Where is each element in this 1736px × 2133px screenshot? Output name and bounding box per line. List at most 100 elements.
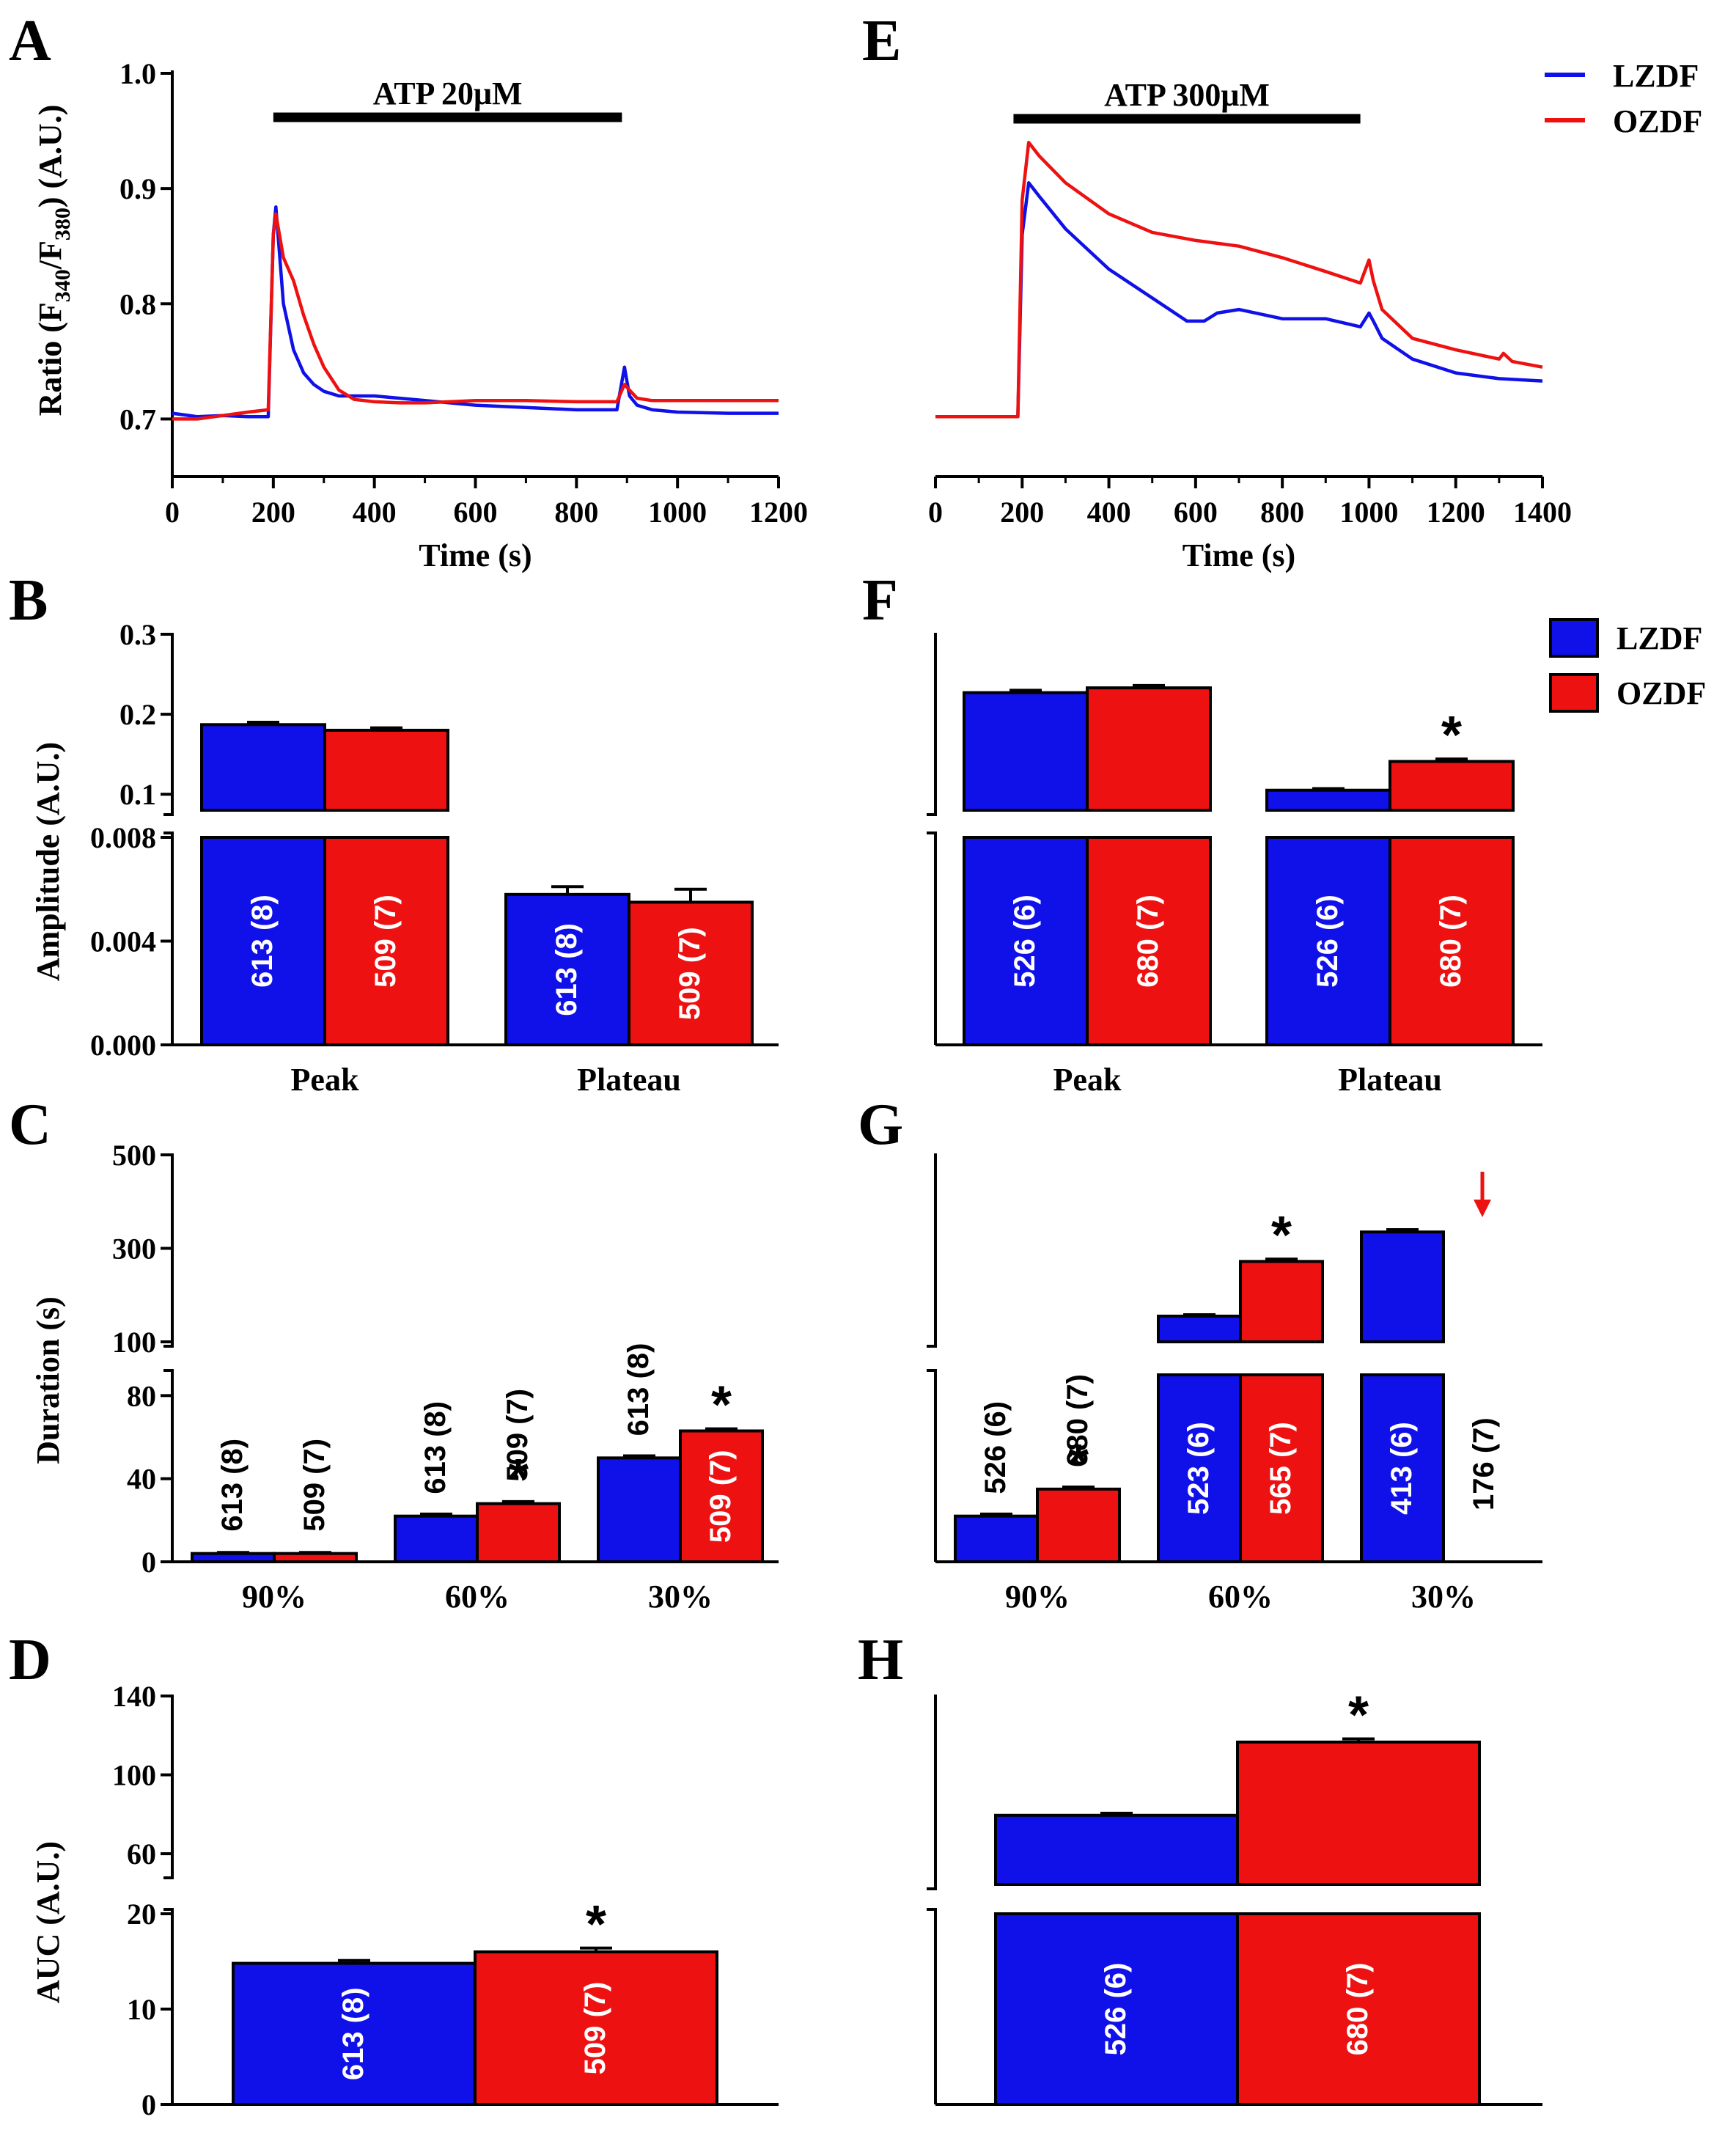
bar-upper-lzdf [963,691,1089,812]
bar-upper-ozdf [1236,1740,1481,1887]
x-tick-label: 200 [1000,496,1044,529]
y-tick-label: 0 [141,2088,156,2121]
y-tick-label: 1.0 [119,57,156,90]
y-tick-label: 0.8 [119,287,156,320]
bar-upper-ozdf [1389,760,1515,812]
bar-lower-lzdf [963,836,1089,1046]
panel-label: H [858,1628,903,1692]
n-label: 509 (7) [298,1439,331,1532]
bar-ozdf [1036,1487,1121,1564]
series-line-lzdf [935,181,1543,419]
panel-F: F 526 (6) 526 (6) 680 (7) 680 (7) * Peak Platea… [862,568,1542,1098]
y-axis-label-subscript: 380 [51,208,75,241]
x-tick-label: 1000 [648,496,707,529]
y-tick-label: 100 [112,1326,156,1359]
n-label: 613 (8) [246,895,279,988]
x-tick-label: 400 [1087,496,1131,529]
panel-label: D [9,1628,51,1692]
y-axis-label: Ratio (F340/F380) (A.U.) [32,105,75,416]
n-label: 680 (7) [1342,1963,1374,2056]
x-tick-label: 1400 [1513,496,1572,529]
bar-upper-lzdf [1360,1230,1445,1343]
bar-lzdf [191,1552,276,1564]
panel-label: E [862,9,901,73]
significance-asterisk: * [711,1376,732,1435]
panel-A: A 0 200 400 600 800 1000 1200 0.7 0.8 0.9 1.0 ATP 20… [9,9,808,573]
y-tick-label: 140 [112,1680,156,1713]
n-label: 613 (8) [622,1343,655,1436]
bar-lower-ozdf [323,836,449,1046]
x-tick-label: 1000 [1339,496,1398,529]
n-label: 523 (6) [1183,1422,1215,1515]
series-line-ozdf [935,141,1543,419]
significance-asterisk: * [1441,706,1462,765]
panel-label: A [9,9,51,73]
bar-lower-ozdf [1239,1373,1324,1563]
y-axis-label: Duration (s) [30,1296,66,1464]
panel-label: B [9,568,48,633]
bar-lzdf [504,892,630,1046]
y-tick-label: 10 [127,1993,156,2026]
y-tick-label: 60 [127,1838,156,1870]
bar-lzdf [232,1961,477,2107]
y-tick-label: 80 [127,1379,156,1412]
bar-lzdf [597,1456,682,1564]
legend-swatch-lzdf [1549,618,1599,658]
legend-label: OZDF [1617,675,1706,711]
y-tick-label: 0.7 [119,403,156,436]
significance-asterisk: * [1271,1206,1292,1265]
n-label: 526 (6) [979,1401,1012,1494]
bar-upper-ozdf [323,728,449,812]
x-tick-label: 1200 [1427,496,1485,529]
y-axis-label-subscript: 340 [51,269,75,302]
x-axis-label: Time (s) [419,537,532,573]
n-label: 680 (7) [1132,895,1164,988]
n-label: 680 (7) [1062,1374,1094,1467]
bar-ozdf [476,1502,561,1564]
x-tick-label: 0 [165,496,180,529]
y-axis-label-part: /F [32,241,68,270]
arrow-head [1474,1200,1491,1217]
category-label: 60% [1208,1579,1273,1615]
bar-lower-lzdf [1157,1373,1242,1563]
category-label: Peak [1053,1062,1122,1098]
category-label: 90% [1005,1579,1070,1615]
series-line-ozdf [172,212,779,421]
bar-upper-lzdf [1157,1314,1242,1343]
bar-lower-lzdf [994,1912,1239,2106]
n-label: 176 (7) [1468,1417,1500,1510]
y-tick-label: 0.2 [119,698,156,731]
n-label: 526 (6) [1009,895,1041,988]
bar-upper-ozdf [1086,686,1212,812]
bar-lzdf [394,1514,479,1564]
y-tick-label: 0.008 [90,821,156,854]
bar-upper-lzdf [200,723,326,812]
bar-lower-ozdf [1389,836,1515,1046]
y-axis-label-part: Ratio (F [32,302,68,416]
series-line-lzdf [172,205,779,419]
legend-label: LZDF [1617,620,1702,656]
category-label: Peak [291,1062,359,1098]
missing-bar-arrow [1474,1172,1491,1217]
legend-boxes: LZDF OZDF [1549,618,1706,713]
n-label: 565 (7) [1265,1422,1297,1515]
x-tick-label: 800 [1260,496,1304,529]
bar-lower-ozdf [1086,836,1212,1046]
y-tick-label: 500 [112,1139,156,1172]
n-label: 509 (7) [501,1389,534,1482]
y-tick-label: 100 [112,1759,156,1792]
bar-lower-lzdf [200,836,326,1046]
bar-ozdf [628,900,754,1046]
legend-label: LZDF [1613,58,1699,94]
n-label: 413 (6) [1386,1422,1418,1515]
x-tick-label: 800 [554,496,598,529]
n-label: 613 (8) [419,1401,452,1494]
panel-C: C 100 300 500 0 40 80 Duration (s) 613 (8) 613 (8… [9,1093,779,1615]
panel-B: B 0.1 0.2 0.3 0.000 0.004 0.008 Amplitude (A.U.… [9,568,779,1098]
significance-asterisk: * [1068,1434,1089,1493]
panel-label: G [858,1093,903,1157]
category-label: 60% [445,1579,510,1615]
n-label: 613 (8) [337,1987,369,2080]
n-label: 680 (7) [1435,895,1467,988]
